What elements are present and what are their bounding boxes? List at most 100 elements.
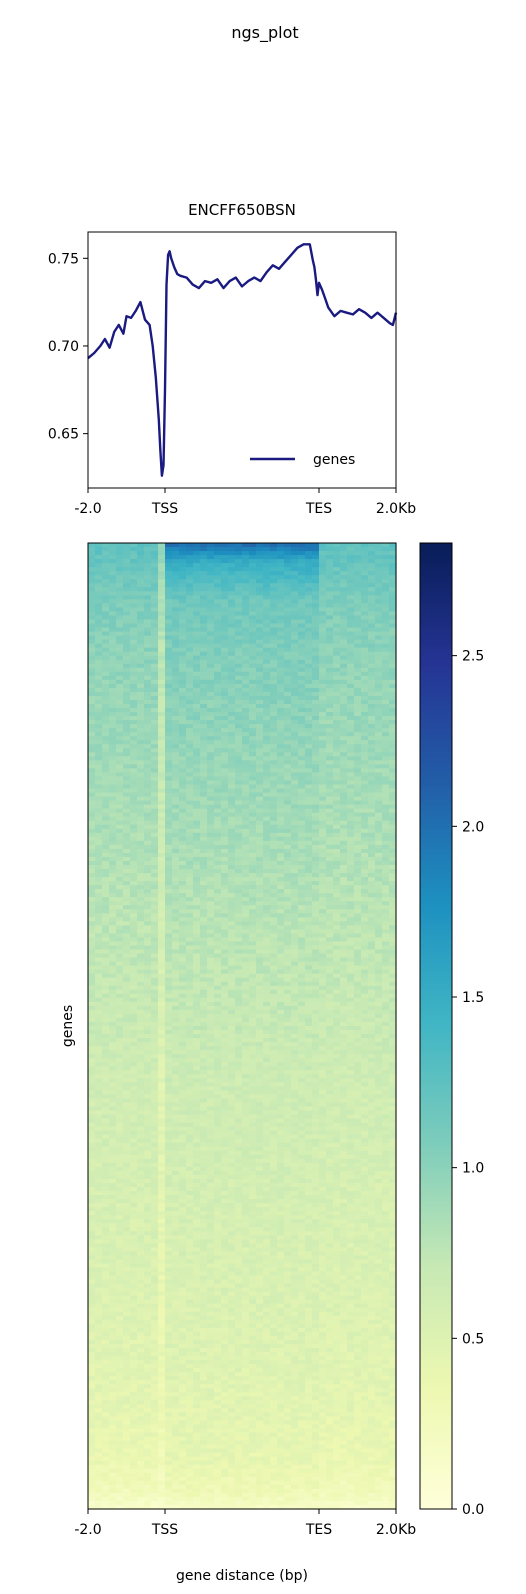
heatmap-cell — [242, 744, 250, 749]
heatmap-cell — [165, 760, 173, 765]
heatmap-cell — [109, 780, 117, 786]
profile-series-line — [87, 243, 398, 477]
heatmap-cell — [235, 555, 243, 560]
heatmap-cell — [242, 909, 250, 914]
heatmap-cell — [228, 643, 236, 649]
heatmap-cell — [116, 788, 124, 794]
heatmap-cell — [354, 635, 362, 641]
heatmap-cell — [347, 772, 355, 778]
heatmap-cell — [312, 824, 320, 830]
heatmap-cell — [221, 873, 229, 878]
heatmap-cell — [284, 643, 292, 649]
heatmap-cell — [319, 873, 327, 878]
heatmap-cell — [319, 808, 327, 814]
heatmap-cell — [256, 651, 264, 657]
heatmap-cell — [389, 852, 397, 858]
heatmap-cell — [389, 635, 397, 641]
heatmap-cell — [207, 784, 215, 790]
heatmap-cell — [368, 925, 376, 931]
heatmap-cell — [123, 889, 131, 894]
heatmap-cell — [242, 792, 250, 798]
heatmap-cell — [151, 575, 159, 580]
heatmap-cell — [389, 679, 397, 685]
heatmap-cell — [214, 639, 222, 645]
heatmap-cell — [270, 635, 278, 641]
heatmap-cell — [242, 989, 250, 995]
heatmap-cell — [130, 599, 138, 604]
heatmap-cell — [172, 836, 180, 842]
heatmap-cell — [144, 555, 152, 560]
heatmap-cell — [312, 957, 320, 963]
heatmap-cell — [368, 675, 376, 681]
heatmap-cell — [249, 909, 257, 914]
heatmap-cell — [109, 728, 117, 733]
heatmap-cell — [172, 877, 180, 882]
heatmap-cell — [277, 671, 285, 677]
heatmap-cell — [172, 973, 180, 979]
heatmap-cell — [375, 623, 383, 629]
heatmap-cell — [375, 945, 383, 951]
heatmap-cell — [312, 623, 320, 629]
heatmap-cell — [354, 929, 362, 935]
heatmap-cell — [319, 877, 327, 882]
heatmap-cell — [193, 667, 201, 673]
heatmap-cell — [340, 687, 348, 693]
heatmap-cell — [256, 691, 264, 697]
heatmap-cell — [179, 941, 187, 947]
heatmap-cell — [123, 965, 131, 971]
heatmap-cell — [158, 571, 166, 576]
heatmap-cell — [375, 881, 383, 886]
heatmap-cell — [179, 780, 187, 786]
heatmap-cell — [228, 623, 236, 629]
heatmap-cell — [326, 860, 334, 866]
heatmap-cell — [228, 913, 236, 918]
heatmap-cell — [158, 752, 166, 757]
heatmap-cell — [116, 744, 124, 749]
heatmap-cell — [186, 772, 194, 778]
heatmap-cell — [375, 543, 383, 548]
heatmap-cell — [179, 732, 187, 737]
heatmap-cell — [249, 941, 257, 947]
heatmap-cell — [193, 736, 201, 741]
heatmap-cell — [165, 852, 173, 858]
heatmap-cell — [389, 881, 397, 886]
heatmap-cell — [158, 635, 166, 641]
heatmap-cell — [88, 663, 96, 669]
heatmap-cell — [207, 836, 215, 842]
heatmap-cell — [277, 917, 285, 922]
heatmap-cell — [389, 804, 397, 810]
heatmap-cell — [305, 567, 313, 572]
heatmap-cell — [137, 647, 145, 653]
heatmap-cell — [235, 921, 243, 926]
heatmap-cell — [354, 748, 362, 753]
heatmap-cell — [214, 901, 222, 906]
heatmap-cell — [102, 913, 110, 918]
heatmap-cell — [207, 724, 215, 729]
heatmap-cell — [172, 659, 180, 665]
heatmap-cell — [144, 945, 152, 951]
heatmap-cell — [151, 965, 159, 971]
heatmap-cell — [298, 748, 306, 753]
heatmap-cell — [361, 768, 369, 774]
heatmap-cell — [172, 949, 180, 955]
heatmap-cell — [207, 752, 215, 757]
heatmap-cell — [228, 587, 236, 592]
heatmap-cell — [256, 772, 264, 778]
heatmap-cell — [172, 961, 180, 967]
heatmap-cell — [116, 699, 124, 705]
heatmap-cell — [354, 627, 362, 633]
heatmap-cell — [235, 852, 243, 858]
heatmap-cell — [200, 792, 208, 798]
heatmap-cell — [249, 812, 257, 818]
heatmap-cell — [95, 913, 103, 918]
heatmap-cell — [340, 929, 348, 935]
heatmap-cell — [228, 647, 236, 653]
heatmap-cell — [158, 824, 166, 830]
heatmap-cell — [102, 551, 110, 556]
heatmap-cell — [109, 788, 117, 794]
heatmap-cell — [207, 828, 215, 834]
heatmap-cell — [144, 551, 152, 556]
heatmap-cell — [193, 897, 201, 902]
heatmap-cell — [172, 820, 180, 826]
heatmap-cell — [389, 587, 397, 592]
